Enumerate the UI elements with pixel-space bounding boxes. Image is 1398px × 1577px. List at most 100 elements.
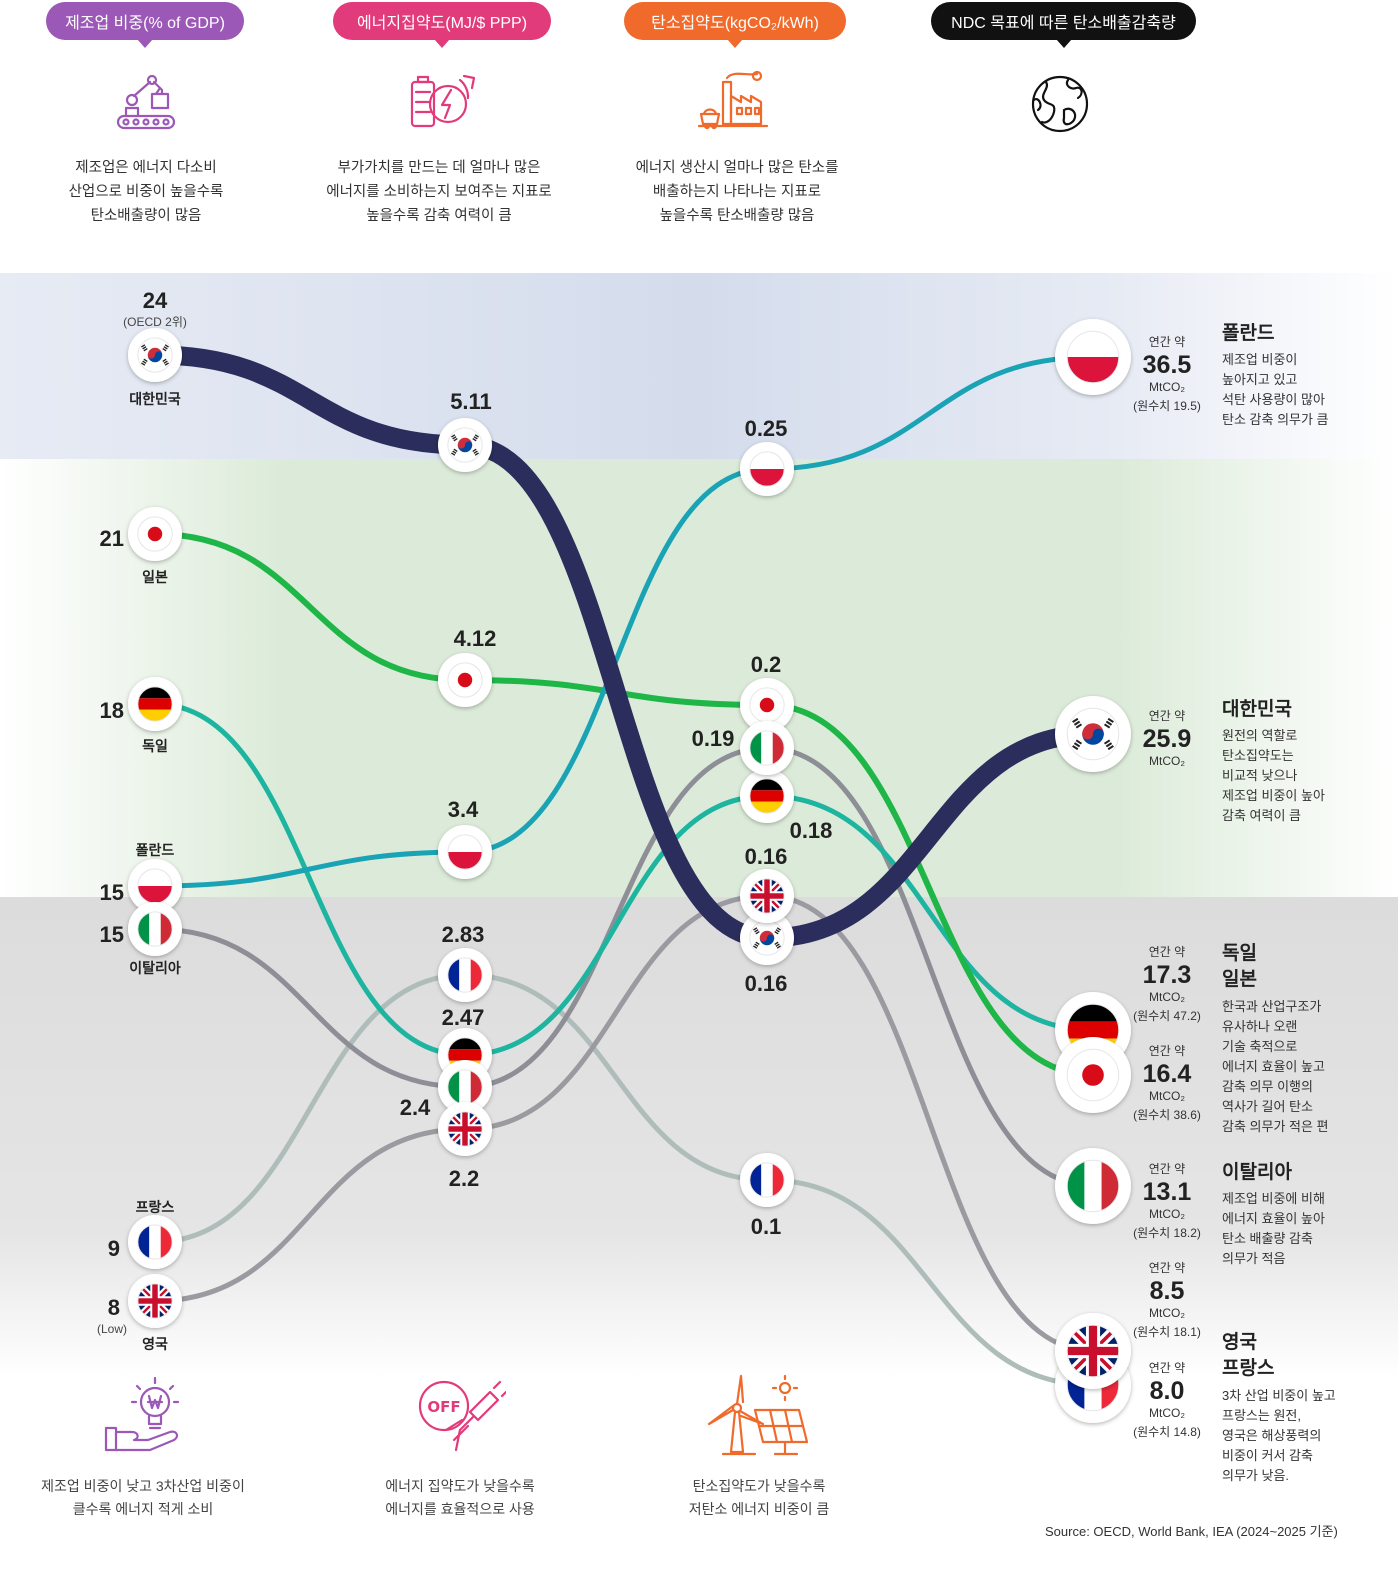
country-name: 이탈리아 <box>129 960 181 976</box>
ndc-prefix: 연간 약 <box>1149 1161 1185 1176</box>
desc-line: 의무가 적음 <box>1222 1251 1286 1266</box>
desc-line: 3차 산업 비중이 높고 <box>1222 1388 1336 1403</box>
desc-line: 에너지 효율이 높아 <box>1222 1211 1325 1226</box>
header-desc-carbon-intensity: 에너지 생산시 얼마나 많은 탄소를 배출하는지 나타나는 지표로 높을수록 탄… <box>607 156 867 228</box>
ndc-value: 16.4 <box>1143 1060 1192 1088</box>
desc-line: 감축 의무 이행의 <box>1222 1079 1313 1094</box>
desc-line: 부가가치를 만드는 데 얼마나 많은 <box>337 160 541 176</box>
battery-cycle-icon <box>410 74 476 128</box>
node-de-stage1 <box>128 677 182 731</box>
node-fr-stage2 <box>438 948 492 1002</box>
desc-line: 한국과 산업구조가 <box>1222 999 1322 1014</box>
band-low <box>0 897 1398 1377</box>
node-fr-stage1 <box>128 1215 182 1269</box>
ndc-value: 36.5 <box>1143 351 1192 379</box>
header-pill-energy-intensity: 에너지집약도(MJ/$ PPP) <box>333 2 551 48</box>
value-label: 15 <box>100 880 124 905</box>
ndc-value: 8.0 <box>1150 1377 1185 1405</box>
desc-line: 제조업 비중이 <box>1222 352 1298 367</box>
ndc-raw: (원수치 14.8) <box>1133 1425 1201 1439</box>
desc-line: 탄소집약도는 <box>1222 748 1294 763</box>
desc-line: 감축 의무가 적은 편 <box>1222 1119 1329 1134</box>
hand-lightbulb-icon <box>104 1376 180 1452</box>
footer-text-manufacturing: 제조업 비중이 낮고 3차산업 비중이 클수록 에너지 적게 소비 <box>0 1475 293 1521</box>
ndc-unit: MtCO₂ <box>1149 990 1185 1004</box>
desc-line: 프랑스는 원전, <box>1222 1408 1301 1423</box>
ndc-title-japan: 일본 <box>1222 969 1257 990</box>
header-pill-manufacturing: 제조업 비중(% of GDP) <box>46 2 244 48</box>
desc-line: 제조업은 에너지 다소비 <box>75 160 217 176</box>
value-label: 4.12 <box>454 626 497 651</box>
desc-line: 에너지를 효율적으로 사용 <box>385 1501 535 1517</box>
node-pl-stage2 <box>438 825 492 879</box>
value-label: 15 <box>100 922 124 947</box>
desc-line: 탄소 감축 의무가 큼 <box>1222 412 1329 427</box>
header-label: 탄소집약도(kgCO₂/kWh) <box>651 15 819 32</box>
node-kr-stage2 <box>438 418 492 472</box>
desc-line: 저탄소 에너지 비중이 큼 <box>688 1501 830 1517</box>
header-pill-ndc: NDC 목표에 따른 탄소배출감축량 <box>931 2 1196 48</box>
desc-line: 높을수록 감축 여력이 큼 <box>366 208 512 224</box>
node-fr-stage3 <box>740 1153 794 1207</box>
node-it-stage2 <box>438 1060 492 1114</box>
value-label: 2.2 <box>449 1166 480 1191</box>
desc-line: 탄소집약도가 낮을수록 <box>692 1478 826 1494</box>
value-label: 21 <box>100 526 124 551</box>
ndc-desc-poland: 제조업 비중이 높아지고 있고 석탄 사용량이 많아 탄소 감축 의무가 큼 <box>1222 350 1372 430</box>
value-label: 9 <box>108 1236 120 1261</box>
desc-line: 에너지 생산시 얼마나 많은 탄소를 <box>635 160 839 176</box>
value-label: 0.25 <box>745 416 788 441</box>
node-it-stage3 <box>740 721 794 775</box>
node-uk-stage1 <box>128 1274 182 1328</box>
value-label: 18 <box>100 698 124 723</box>
svg-text:OFF: OFF <box>427 1398 460 1416</box>
country-name: 프랑스 <box>136 1199 175 1215</box>
desc-line: 에너지 집약도가 낮을수록 <box>385 1478 535 1494</box>
ndc-prefix: 연간 약 <box>1149 1260 1185 1275</box>
series-line-it <box>152 745 1096 1189</box>
series-line-kr <box>145 345 1103 948</box>
node-kr-stage1 <box>128 328 182 382</box>
ndc-value: 25.9 <box>1143 725 1192 753</box>
node-jp-stage4 <box>1055 1037 1131 1113</box>
globe-icon <box>1031 75 1089 133</box>
ndc-title-italy: 이탈리아 <box>1222 1162 1292 1183</box>
ndc-raw: (원수치 38.6) <box>1133 1108 1201 1122</box>
node-jp-stage3 <box>740 678 794 732</box>
node-pl-stage3 <box>740 442 794 496</box>
country-name: 영국 <box>142 1336 168 1352</box>
header-label: NDC 목표에 따른 탄소배출감축량 <box>951 15 1176 32</box>
desc-line: 배출하는지 나타나는 지표로 <box>652 184 822 200</box>
ndc-prefix: 연간 약 <box>1149 1360 1185 1375</box>
value-label: 2.4 <box>400 1095 431 1120</box>
desc-line: 제조업 비중이 높아 <box>1222 788 1325 803</box>
factory-icon <box>697 70 769 130</box>
node-it-stage4 <box>1055 1148 1131 1224</box>
desc-line: 제조업 비중이 낮고 3차산업 비중이 <box>41 1478 245 1494</box>
header-desc-manufacturing: 제조업은 에너지 다소비 산업으로 비중이 높을수록 탄소배출량이 많음 <box>16 156 276 228</box>
ndc-unit: MtCO₂ <box>1149 380 1185 394</box>
node-pl-stage1 <box>128 859 182 913</box>
node-jp-stage1 <box>128 507 182 561</box>
ndc-prefix: 연간 약 <box>1149 1043 1185 1058</box>
country-name: 대한민국 <box>129 391 181 407</box>
ndc-unit: MtCO₂ <box>1149 1306 1185 1320</box>
ndc-raw: (원수치 18.2) <box>1133 1226 1201 1240</box>
desc-line: 탄소배출량이 많음 <box>90 208 202 224</box>
desc-line: 산업으로 비중이 높을수록 <box>68 184 224 200</box>
desc-line: 비중이 커서 감축 <box>1222 1448 1313 1463</box>
series-line-uk <box>152 893 1096 1354</box>
value-label: 0.2 <box>751 652 782 677</box>
ndc-desc-uk-france: 3차 산업 비중이 높고 프랑스는 원전, 영국은 해상풍력의 비중이 커서 감… <box>1222 1386 1372 1486</box>
series-line-pl <box>152 354 1096 889</box>
ndc-unit: MtCO₂ <box>1149 1207 1185 1221</box>
footer-text-carbon: 탄소집약도가 낮을수록 저탄소 에너지 비중이 큼 <box>609 1475 909 1521</box>
value-label: 24 <box>143 288 168 313</box>
desc-line: 높아지고 있고 <box>1222 372 1298 387</box>
ndc-desc-germany-japan: 한국과 산업구조가 유사하나 오랜 기술 축적으로 에너지 효율이 높고 감축 … <box>1222 997 1372 1137</box>
note-label: (Low) <box>97 1322 127 1336</box>
band-medium <box>0 459 1398 897</box>
power-off-plug-icon: OFF <box>418 1380 506 1452</box>
country-name: 일본 <box>142 569 168 585</box>
ndc-unit: MtCO₂ <box>1149 1406 1185 1420</box>
